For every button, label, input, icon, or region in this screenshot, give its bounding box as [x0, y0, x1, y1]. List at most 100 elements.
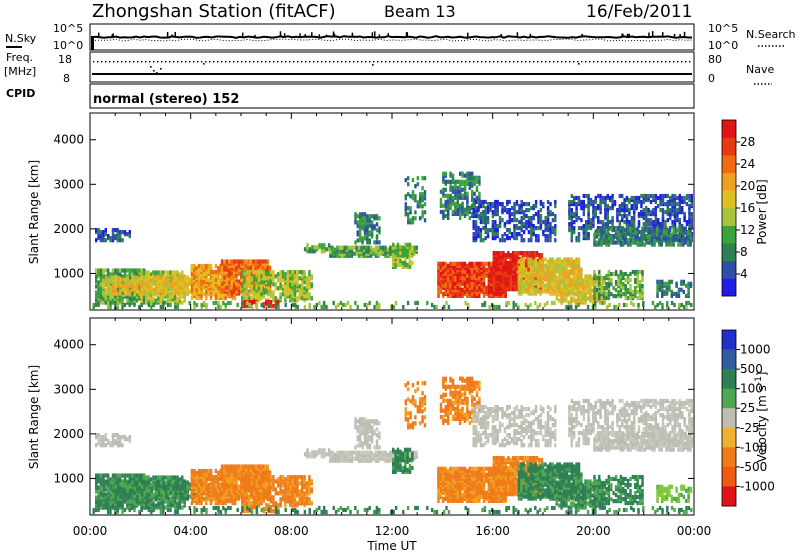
power-cell: [668, 279, 671, 284]
power-cell: [520, 204, 523, 209]
power-cell: [266, 265, 269, 270]
power-cell: [169, 291, 173, 296]
power-cell: [169, 281, 173, 286]
power-cell: [685, 283, 688, 288]
power-cell: [624, 296, 627, 301]
power-cell: [633, 195, 636, 201]
power-cell: [494, 204, 497, 209]
power-cell: [119, 289, 122, 294]
power-cell: [554, 238, 557, 243]
power-cell: [617, 273, 620, 279]
power-cell: [593, 269, 596, 275]
power-cell: [126, 291, 129, 296]
power-cell: [111, 228, 115, 233]
power-cell: [262, 274, 265, 279]
power-cell: [648, 226, 651, 231]
power-cell: [587, 232, 590, 237]
power-cell: [633, 202, 636, 207]
power-cell: [147, 294, 150, 299]
power-cell: [640, 199, 643, 205]
power-cell: [507, 265, 510, 270]
power-cell: [245, 296, 249, 301]
power-cell: [173, 270, 177, 275]
power-cell: [197, 263, 201, 269]
power-cell: [471, 175, 474, 180]
power-cell: [551, 218, 555, 223]
power-cell: [686, 240, 690, 245]
power-cell: [551, 277, 554, 282]
power-cell: [568, 269, 571, 274]
power-cell: [665, 242, 668, 247]
power-cell: [482, 214, 485, 219]
power-cell: [408, 258, 412, 263]
power-cell: [237, 263, 241, 268]
power-cell: [133, 281, 137, 286]
power-cell: [291, 282, 294, 287]
power-cell: [468, 205, 471, 210]
power-cell: [99, 238, 103, 243]
power-cell: [162, 304, 165, 310]
power-cell: [459, 185, 462, 190]
power-cell: [189, 277, 192, 282]
power-cell: [517, 271, 521, 276]
power-cell: [361, 222, 364, 227]
power-cell: [506, 220, 509, 225]
power-cell: [670, 242, 673, 247]
power-cell: [114, 300, 117, 306]
power-cell: [518, 232, 521, 237]
power-cell: [622, 226, 625, 231]
power-cell: [254, 263, 257, 268]
power-cell: [520, 273, 523, 278]
power-cell: [154, 298, 158, 303]
power-cell: [174, 304, 177, 310]
power-cell: [509, 261, 512, 266]
power-cell: [554, 199, 557, 205]
power-cell: [99, 300, 103, 305]
power-cell: [250, 304, 254, 310]
power-cell: [202, 300, 206, 306]
power-cell: [667, 240, 671, 245]
power-cell: [102, 238, 105, 243]
nave-point: [493, 61, 495, 63]
power-cell: [257, 274, 261, 279]
power-cell: [415, 245, 418, 250]
power-cell: [659, 193, 662, 199]
nave-point: [629, 61, 631, 63]
nave-point: [637, 61, 639, 63]
power-cell: [289, 270, 292, 275]
power-cell: [114, 268, 117, 273]
nave-point: [233, 61, 235, 63]
power-cell: [658, 236, 661, 241]
power-cell: [267, 280, 270, 285]
power-cell: [594, 212, 597, 217]
power-cell: [186, 289, 189, 294]
power-cell: [105, 275, 108, 280]
power-cell: [366, 234, 369, 239]
power-cell: [582, 212, 585, 217]
power-cell: [473, 293, 476, 298]
power-cell: [652, 220, 655, 225]
power-cell: [519, 251, 522, 256]
power-cell: [253, 300, 256, 305]
power-cell: [580, 267, 583, 272]
power-cell: [190, 296, 194, 301]
power-cell: [685, 293, 688, 298]
power-cell: [272, 304, 275, 309]
power-cell: [99, 230, 103, 235]
power-cell: [546, 259, 549, 264]
power-cell: [661, 208, 665, 213]
noise-right-tick-top: 10^5: [708, 22, 738, 35]
power-cell: [209, 263, 213, 269]
power-cell: [254, 259, 257, 264]
power-cell: [248, 292, 251, 297]
nave-point: [229, 61, 231, 63]
power-cell: [609, 206, 612, 211]
power-cell: [574, 280, 578, 285]
power-cell: [490, 271, 493, 276]
nave-point: [237, 61, 239, 63]
power-cell: [466, 171, 469, 176]
power-cell: [293, 288, 297, 293]
power-cell: [499, 251, 503, 256]
power-cell: [606, 193, 609, 199]
power-cell: [359, 232, 362, 237]
